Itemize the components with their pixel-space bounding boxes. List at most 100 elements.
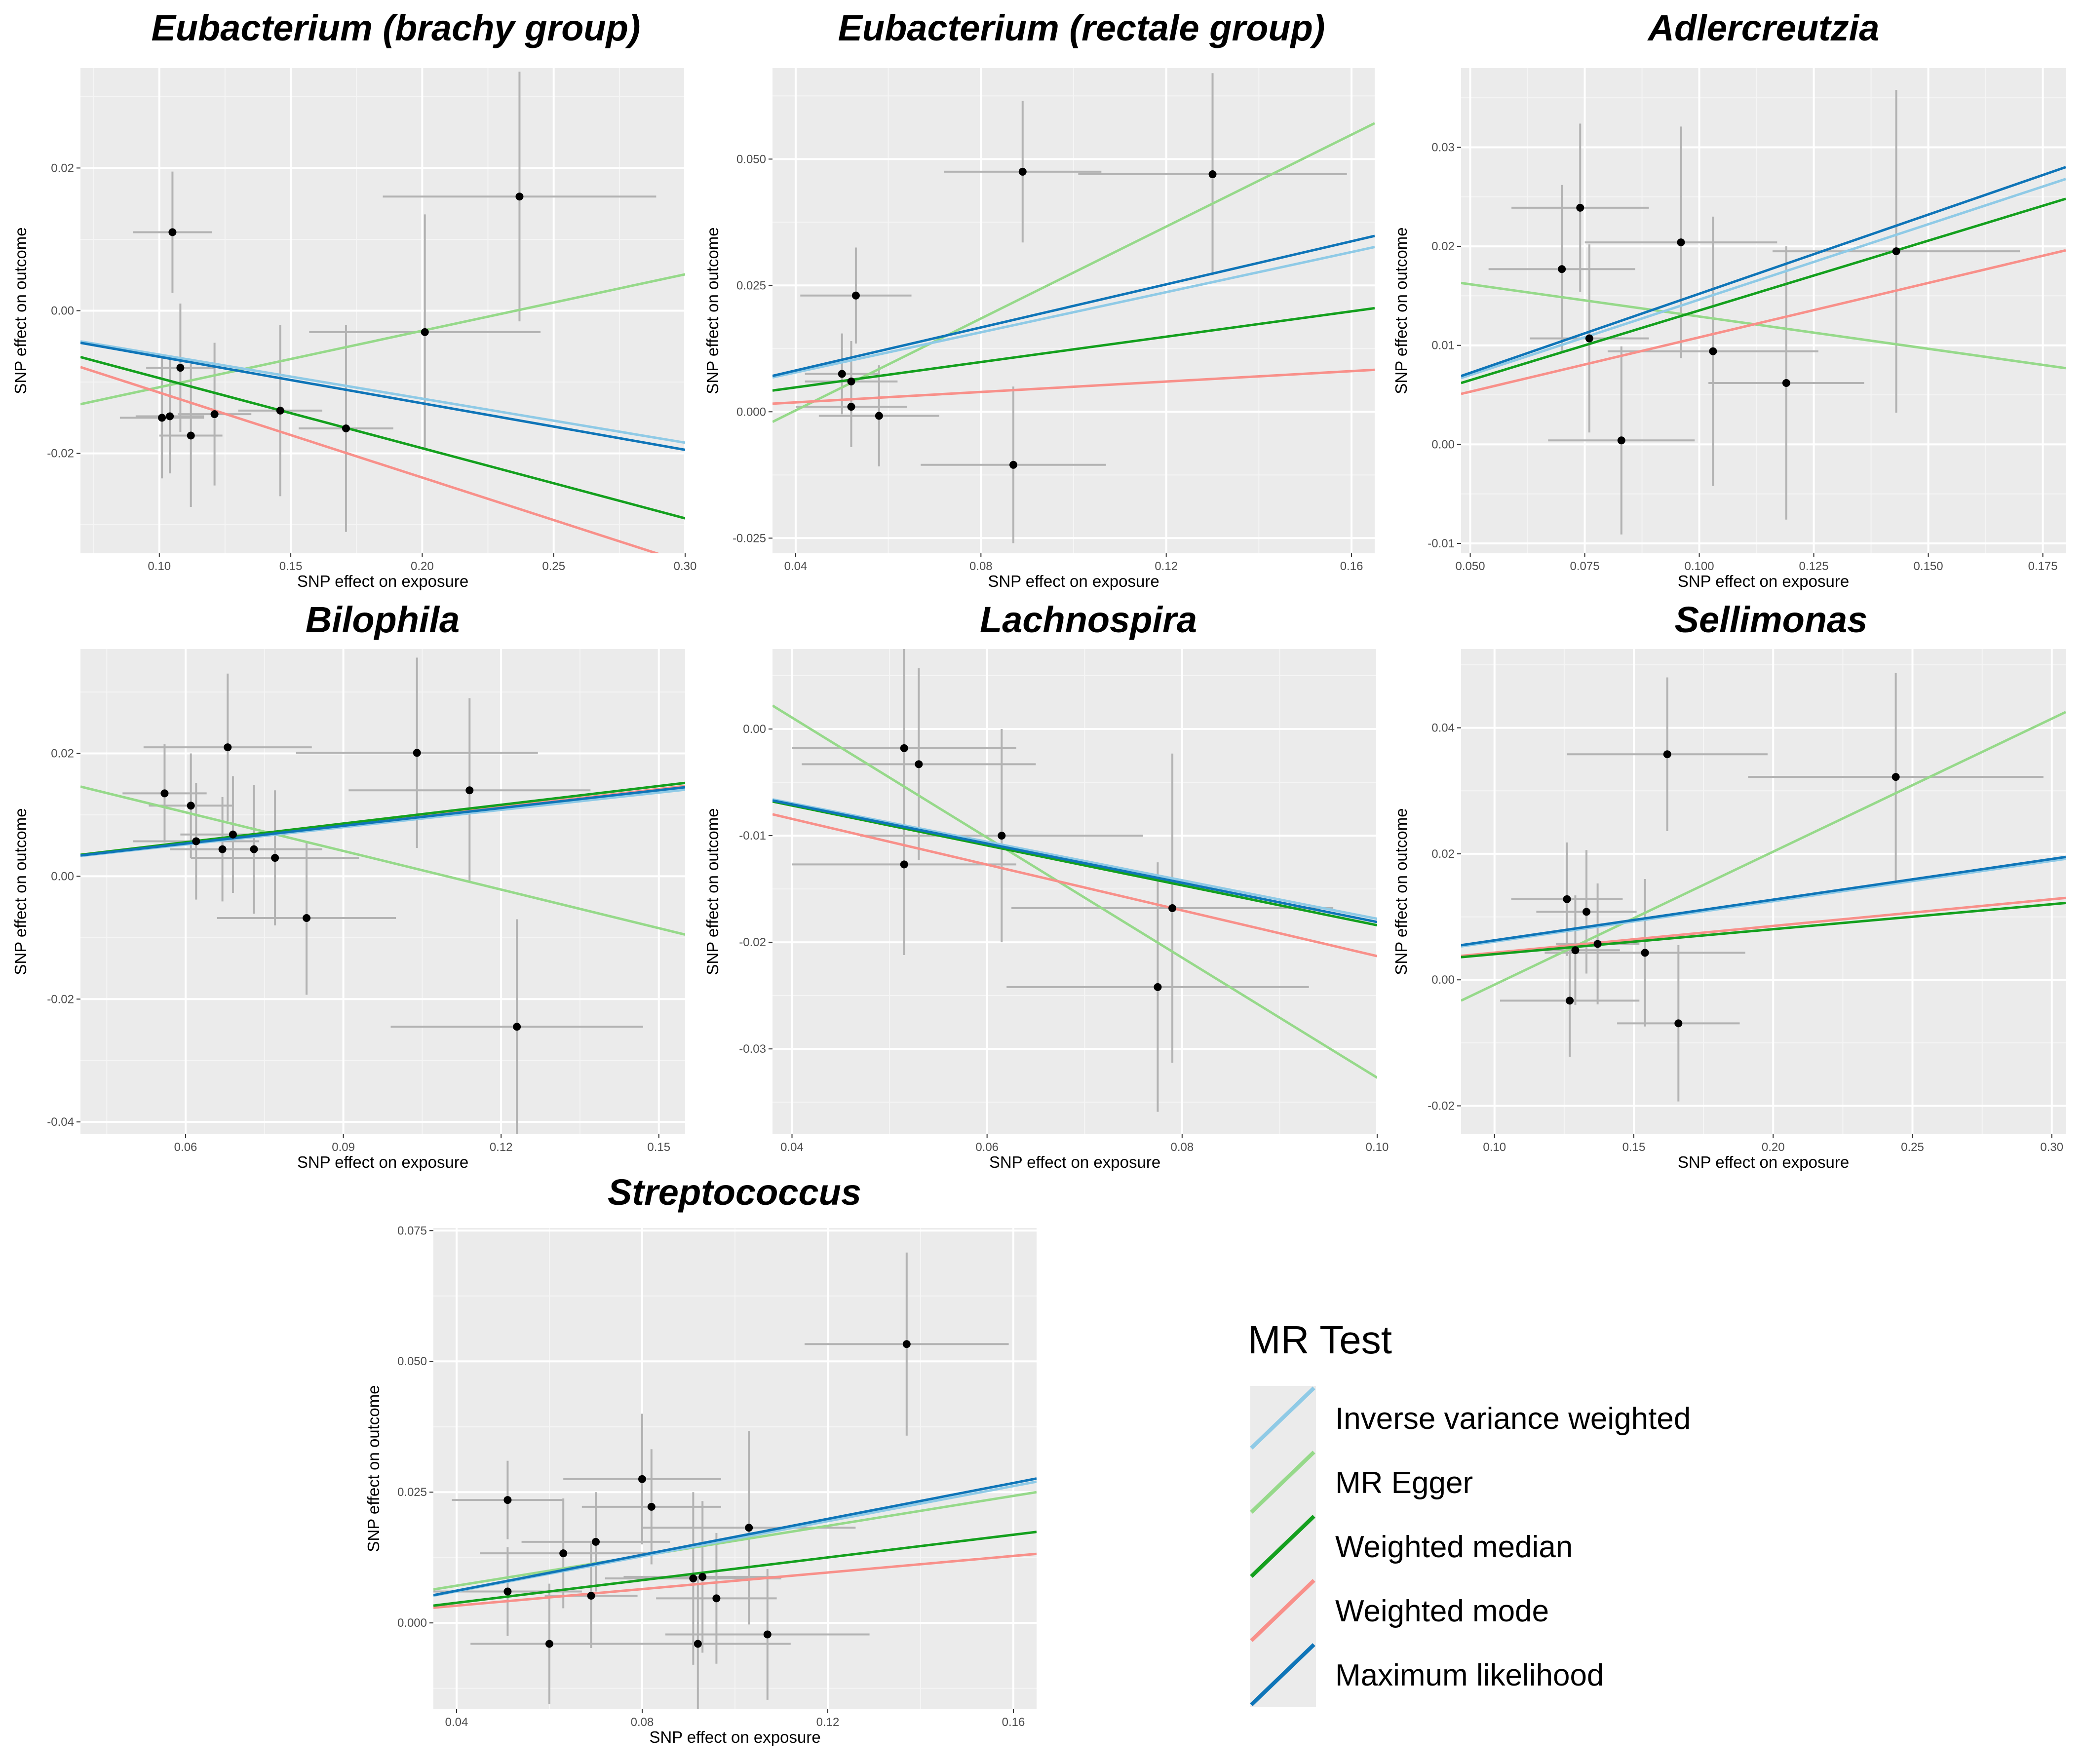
y-tick-label: 0.03 bbox=[1431, 141, 1455, 154]
line-mr-egger bbox=[1461, 711, 2066, 1002]
x-tick-label: 0.30 bbox=[674, 560, 697, 573]
line-weighted-mode bbox=[772, 813, 1377, 958]
snp-point bbox=[413, 749, 421, 757]
legend-label: Maximum likelihood bbox=[1335, 1658, 1604, 1692]
snp-point bbox=[1563, 895, 1571, 903]
mr-lines bbox=[433, 1477, 1037, 1609]
snp-point bbox=[224, 743, 232, 752]
line-inverse-variance-weighted bbox=[772, 798, 1377, 920]
snp-point bbox=[847, 377, 855, 385]
x-tick-label: 0.25 bbox=[1901, 1141, 1924, 1154]
snp-point bbox=[166, 412, 174, 421]
line-inverse-variance-weighted bbox=[1461, 857, 2066, 948]
line-weighted-mode bbox=[772, 368, 1375, 405]
legend-key-line bbox=[1250, 1643, 1315, 1706]
snp-point bbox=[838, 370, 846, 378]
panel-title: Eubacterium (rectale group) bbox=[838, 7, 1325, 48]
x-tick-label: 0.15 bbox=[647, 1141, 670, 1154]
x-tick-label: 0.06 bbox=[174, 1141, 197, 1154]
snp-point bbox=[1641, 949, 1649, 957]
panels-group: 0.10 0.15 0.20 0.25 0.30 -0.02 0.00 0.02 SNP eff… bbox=[11, 7, 2066, 1746]
snp-point bbox=[1891, 773, 1900, 781]
line-weighted-mode bbox=[1461, 249, 2066, 395]
y-axis-label: SNP effect on outcome bbox=[703, 227, 722, 394]
snp-point bbox=[1208, 170, 1217, 179]
snp-point bbox=[1593, 940, 1602, 948]
snp-point bbox=[271, 854, 279, 862]
x-tick-label: 0.06 bbox=[975, 1141, 999, 1154]
grid-lines bbox=[80, 649, 685, 1134]
snp-point bbox=[1585, 334, 1593, 343]
x-tick-label: 0.075 bbox=[1570, 560, 1600, 573]
y-tick-label: -0.025 bbox=[733, 532, 766, 545]
mr-lines bbox=[772, 122, 1375, 423]
y-tick-label: 0.04 bbox=[1431, 722, 1455, 735]
mr-lines bbox=[80, 273, 685, 553]
line-maximum-likelihood bbox=[80, 786, 685, 857]
y-tick-label: 0.02 bbox=[51, 161, 74, 175]
line-inverse-variance-weighted bbox=[1461, 178, 2066, 380]
snp-point bbox=[515, 192, 524, 201]
line-inverse-variance-weighted bbox=[772, 246, 1375, 379]
y-tick-label: 0.02 bbox=[1431, 240, 1455, 253]
snp-point bbox=[1582, 908, 1591, 916]
snp-point bbox=[168, 228, 177, 236]
panel-bilophila: 0.06 0.09 0.12 0.15 -0.04 -0.02 0.00 0.02 SNP ef… bbox=[11, 599, 685, 1171]
y-tick-label: 0.02 bbox=[51, 747, 74, 761]
line-mr-egger bbox=[772, 122, 1375, 423]
legend-title: MR Test bbox=[1248, 1318, 1392, 1362]
line-weighted-median bbox=[433, 1531, 1037, 1607]
x-tick-label: 0.12 bbox=[816, 1716, 840, 1729]
legend-label: Weighted median bbox=[1335, 1530, 1573, 1564]
panel-sellimonas: 0.10 0.15 0.20 0.25 0.30 -0.02 0.00 0.02 0.04 SNP… bbox=[1392, 599, 2066, 1171]
snp-point bbox=[647, 1502, 656, 1511]
snp-point bbox=[158, 414, 166, 422]
panel-title: Sellimonas bbox=[1675, 599, 1868, 640]
snp-point bbox=[276, 406, 284, 415]
x-tick-label: 0.20 bbox=[411, 560, 434, 573]
snp-point bbox=[513, 1023, 521, 1031]
snp-point bbox=[915, 760, 923, 768]
legend-item-inverse-variance-weighted: Inverse variance weighted bbox=[1250, 1386, 1691, 1450]
snp-points bbox=[838, 167, 1217, 469]
y-tick-label: -0.02 bbox=[47, 447, 74, 460]
y-tick-label: 0.025 bbox=[397, 1486, 427, 1499]
snp-point bbox=[763, 1630, 772, 1639]
snp-point bbox=[875, 412, 883, 420]
axis-ticks: 0.04 0.06 0.08 0.10 -0.03 -0.02 -0.01 0.00 bbox=[739, 723, 1389, 1154]
line-weighted-median bbox=[80, 356, 685, 520]
snp-point bbox=[503, 1587, 512, 1596]
snp-point bbox=[160, 789, 169, 798]
axis-ticks: 0.10 0.15 0.20 0.25 0.30 -0.02 0.00 0.02 0.04 bbox=[1428, 722, 2063, 1154]
y-tick-label: 0.00 bbox=[1431, 438, 1455, 451]
panel-eubacterium-brachy-group: 0.10 0.15 0.20 0.25 0.30 -0.02 0.00 0.02 SNP eff… bbox=[11, 7, 696, 590]
snp-points bbox=[158, 192, 524, 440]
x-tick-label: 0.050 bbox=[1456, 560, 1485, 573]
line-maximum-likelihood bbox=[1461, 855, 2066, 947]
line-inverse-variance-weighted bbox=[80, 340, 685, 444]
panel-title: Adlercreutzia bbox=[1647, 7, 1880, 48]
line-weighted-mode bbox=[80, 366, 661, 553]
y-tick-label: 0.00 bbox=[1431, 973, 1455, 987]
snp-points bbox=[900, 744, 1177, 991]
snp-point bbox=[694, 1640, 702, 1648]
line-mr-egger bbox=[80, 785, 685, 936]
snp-point bbox=[1566, 997, 1574, 1005]
x-axis-label: SNP effect on exposure bbox=[297, 572, 468, 590]
y-tick-label: -0.01 bbox=[1428, 537, 1455, 550]
mr-lines bbox=[772, 704, 1377, 1079]
grid-lines bbox=[433, 1228, 1037, 1709]
x-axis-label: SNP effect on exposure bbox=[988, 572, 1159, 590]
snp-point bbox=[303, 914, 311, 922]
grid-lines bbox=[80, 68, 685, 553]
snp-point bbox=[689, 1574, 697, 1583]
x-tick-label: 0.08 bbox=[969, 560, 993, 573]
y-tick-label: -0.02 bbox=[1428, 1100, 1455, 1113]
y-tick-label: -0.04 bbox=[47, 1115, 74, 1129]
line-weighted-median bbox=[1461, 197, 2066, 384]
x-tick-label: 0.15 bbox=[279, 560, 303, 573]
legend: MR Test Inverse variance weighted MR Egge… bbox=[1248, 1318, 1691, 1707]
legend-key-line bbox=[1250, 1386, 1315, 1450]
x-tick-label: 0.08 bbox=[631, 1716, 654, 1729]
